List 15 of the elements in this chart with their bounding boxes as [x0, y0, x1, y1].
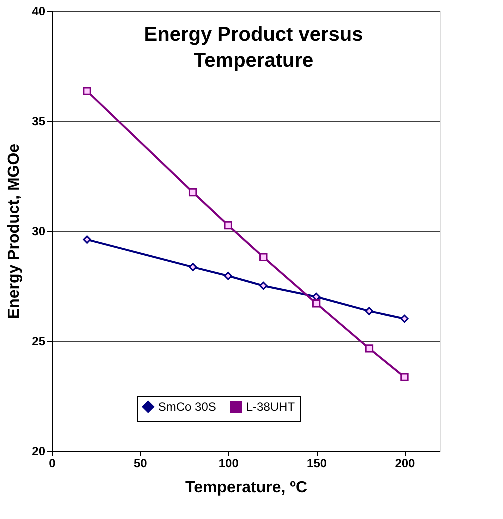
x-tick-label: 100 — [218, 456, 240, 470]
y-tick-label: 20 — [32, 444, 46, 458]
x-tick-label: 0 — [49, 456, 56, 470]
y-tick-label: 35 — [32, 114, 46, 128]
y-tick-label: 30 — [32, 224, 46, 238]
y-tick-label: 40 — [32, 4, 46, 18]
x-axis-title: Temperature, ºC — [185, 480, 308, 496]
x-tick-label: 50 — [134, 456, 148, 470]
text: Energy Product versus Temperature — [144, 24, 364, 72]
x-tick-label: 150 — [307, 456, 328, 470]
legend-label: L-38UHT — [246, 400, 296, 414]
y-axis-title: Energy Product, MGOe — [6, 144, 24, 320]
x-tick-label: 200 — [395, 456, 416, 470]
legend-label: SmCo 30S — [158, 400, 216, 414]
y-tick-label: 25 — [32, 334, 46, 348]
